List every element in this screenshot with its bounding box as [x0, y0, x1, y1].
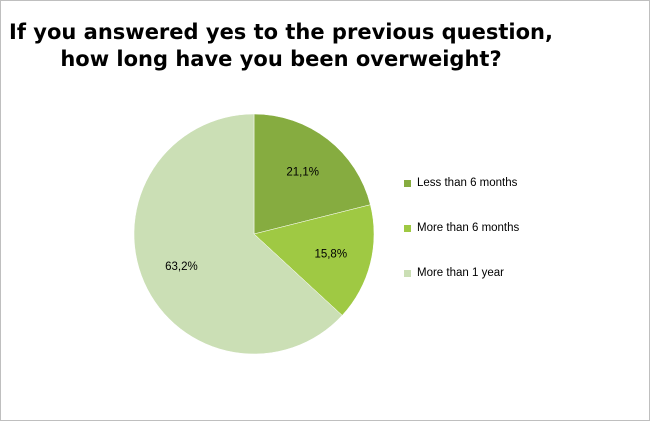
pie-slice-less-than-6-months	[253, 113, 371, 235]
chart-title-line-1: If you answered yes to the previous ques…	[9, 20, 553, 44]
pie-slice-more-than-1-year	[133, 113, 343, 355]
legend-label: More than 6 months	[417, 222, 520, 234]
chart-title-line-2: how long have you been overweight?	[60, 47, 502, 71]
data-label-more-than-1-year: 63,2%	[165, 261, 198, 273]
legend-item-more-than-6-months: More than 6 months	[404, 221, 604, 235]
legend-swatch	[404, 180, 411, 187]
data-label-more-than-6-months: 15,8%	[314, 249, 347, 261]
legend-label: More than 1 year	[417, 267, 504, 279]
legend-item-more-than-1-year: More than 1 year	[404, 266, 604, 280]
pie-slice-more-than-6-months	[253, 204, 375, 316]
legend-item-less-than-6-months: Less than 6 months	[404, 176, 604, 190]
data-label-less-than-6-months: 21,1%	[286, 167, 319, 179]
chart-title: If you answered yes to the previous ques…	[1, 19, 561, 73]
legend-label: Less than 6 months	[417, 177, 518, 189]
legend-swatch	[404, 225, 411, 232]
legend: Less than 6 months More than 6 months Mo…	[404, 176, 604, 311]
legend-swatch	[404, 270, 411, 277]
